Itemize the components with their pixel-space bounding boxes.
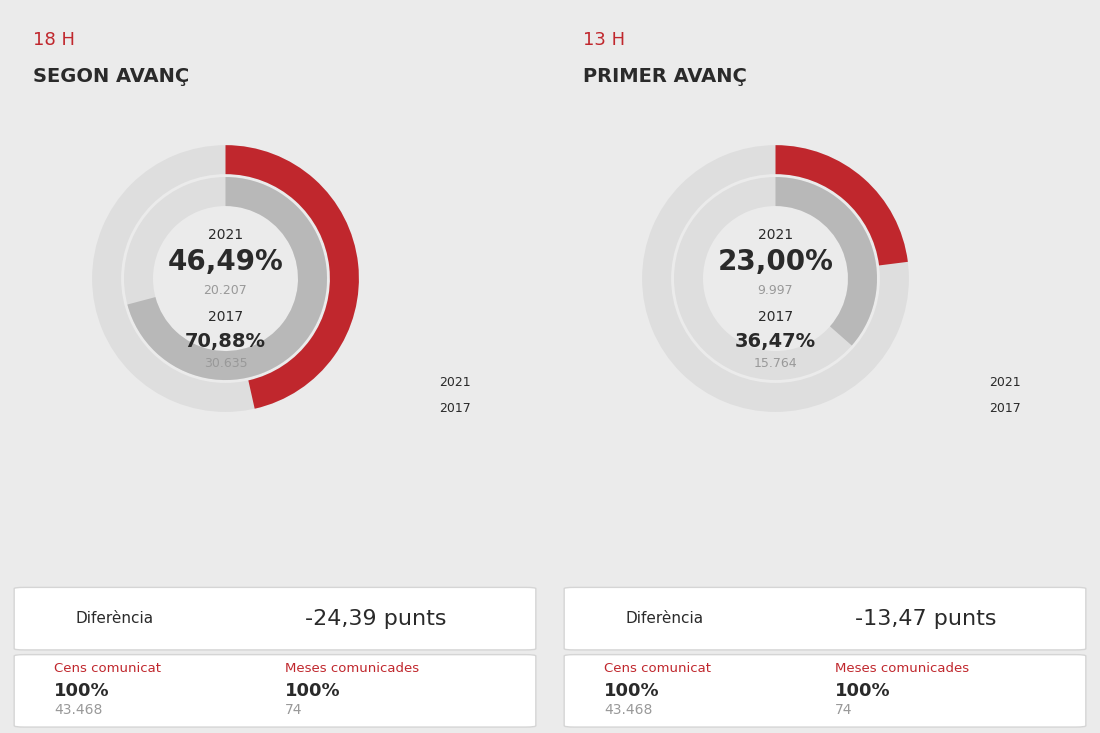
Text: 100%: 100% [285,682,341,700]
Wedge shape [124,177,327,380]
Text: 100%: 100% [54,682,110,700]
Text: 2017: 2017 [208,310,243,324]
Text: -24,39 punts: -24,39 punts [305,608,447,629]
Text: 20.207: 20.207 [204,284,248,297]
Text: 2017: 2017 [439,402,471,416]
Wedge shape [642,145,909,412]
Text: 2017: 2017 [989,402,1021,416]
Text: Diferència: Diferència [626,611,704,626]
Text: 74: 74 [285,704,303,718]
FancyBboxPatch shape [564,655,1086,727]
Text: 23,00%: 23,00% [717,248,834,276]
Text: 43.468: 43.468 [604,704,652,718]
Text: Cens comunicat: Cens comunicat [54,662,162,675]
Text: Diferència: Diferència [76,611,154,626]
Wedge shape [92,145,359,412]
Text: 70,88%: 70,88% [185,332,266,351]
Text: Cens comunicat: Cens comunicat [604,662,712,675]
Text: Meses comunicades: Meses comunicades [835,662,969,675]
Wedge shape [226,145,359,409]
Wedge shape [776,145,908,265]
Text: 100%: 100% [604,682,660,700]
Wedge shape [674,177,877,380]
Text: Meses comunicades: Meses comunicades [285,662,419,675]
Wedge shape [776,177,877,345]
Text: 30.635: 30.635 [204,357,248,369]
Text: 74: 74 [835,704,852,718]
FancyBboxPatch shape [14,655,536,727]
Text: 2021: 2021 [208,228,243,242]
Text: 46,49%: 46,49% [167,248,284,276]
Text: 100%: 100% [835,682,891,700]
Text: 2021: 2021 [439,376,471,389]
FancyBboxPatch shape [564,587,1086,650]
Text: 9.997: 9.997 [758,284,793,297]
Text: 15.764: 15.764 [754,357,798,369]
Text: 43.468: 43.468 [54,704,102,718]
Text: 36,47%: 36,47% [735,332,816,351]
Text: 18 H: 18 H [33,32,75,49]
Text: 13 H: 13 H [583,32,625,49]
FancyBboxPatch shape [14,587,536,650]
Text: -13,47 punts: -13,47 punts [855,608,997,629]
Wedge shape [128,177,327,380]
Text: SEGON AVANÇ: SEGON AVANÇ [33,67,189,86]
Text: 2021: 2021 [758,228,793,242]
Text: 2017: 2017 [758,310,793,324]
Text: 2021: 2021 [989,376,1021,389]
Text: PRIMER AVANÇ: PRIMER AVANÇ [583,67,747,86]
